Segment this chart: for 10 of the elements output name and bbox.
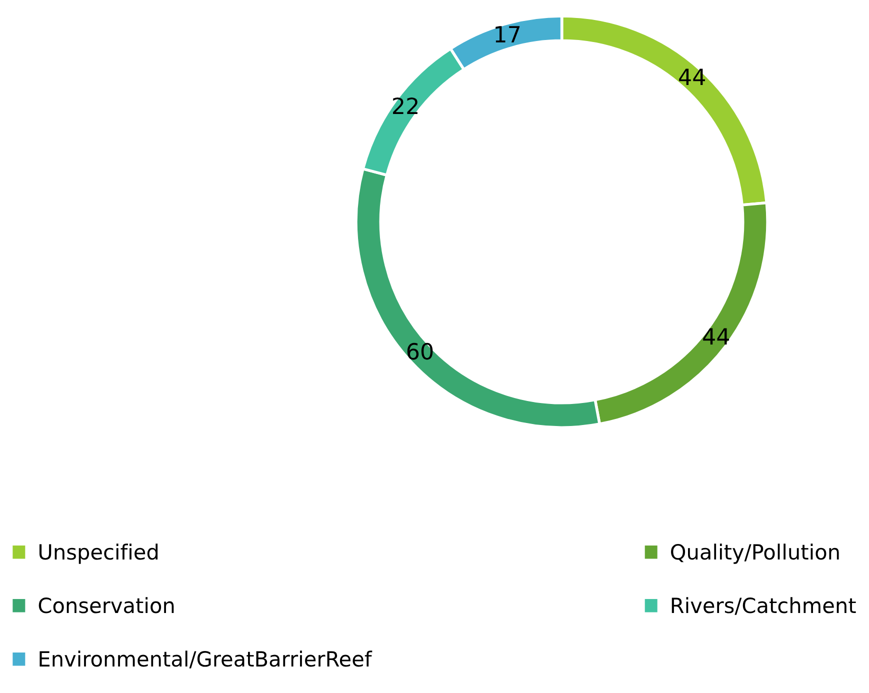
legend-label: Environmental/GreatBarrierReef (40, 650, 372, 668)
legend-label: Conservation (38, 597, 174, 614)
data-label: 44 (703, 328, 730, 344)
legend-label: Rivers/Catchment (672, 597, 856, 615)
legend-label: Quality/Pollution (671, 544, 839, 564)
data-label: 44 (679, 68, 705, 85)
data-label: 17 (496, 26, 520, 42)
data-label: 60 (407, 342, 433, 360)
legend-label: Unspecified (39, 544, 158, 564)
data-label: 22 (393, 97, 418, 114)
